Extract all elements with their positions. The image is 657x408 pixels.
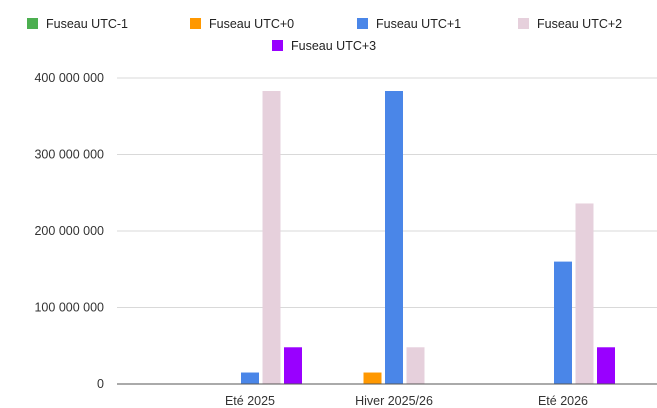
y-tick-label: 100 000 000 — [34, 301, 104, 315]
x-tick-label: Eté 2026 — [538, 394, 588, 408]
bar-fuseau-utc-2-hiver-2025-26 — [406, 347, 425, 384]
y-tick-label: 200 000 000 — [34, 224, 104, 238]
x-tick-label: Hiver 2025/26 — [355, 394, 433, 408]
legend-swatch-fuseau-utc-1 — [357, 18, 368, 29]
legend-label-fuseau-utc-0: Fuseau UTC+0 — [209, 17, 294, 31]
bar-fuseau-utc-3-et-2026 — [597, 347, 615, 384]
legend-swatch-fuseau-utc-1 — [27, 18, 38, 29]
legend-label-fuseau-utc-1: Fuseau UTC+1 — [376, 17, 461, 31]
bar-fuseau-utc-1-hiver-2025-26 — [385, 91, 403, 384]
y-tick-label: 300 000 000 — [34, 148, 104, 162]
legend-label-fuseau-utc-2: Fuseau UTC+2 — [537, 17, 622, 31]
legend-swatch-fuseau-utc-3 — [272, 40, 283, 51]
x-axis-ticks: Eté 2025 Hiver 2025/26 Eté 2026 — [225, 394, 588, 408]
legend-swatch-fuseau-utc-0 — [190, 18, 201, 29]
bar-fuseau-utc-1-et-2026 — [554, 261, 572, 384]
legend-swatch-fuseau-utc-2 — [518, 18, 529, 29]
x-tick-label: Eté 2025 — [225, 394, 275, 408]
bar-fuseau-utc-2-et-2025 — [262, 91, 281, 384]
legend-label-fuseau-utc-3: Fuseau UTC+3 — [291, 39, 376, 53]
bar-fuseau-utc-2-et-2026 — [575, 203, 594, 384]
bar-fuseau-utc-1-et-2025 — [241, 372, 259, 384]
y-tick-label: 400 000 000 — [34, 71, 104, 85]
legend-label-fuseau-utc-1: Fuseau UTC-1 — [46, 17, 128, 31]
y-tick-label: 0 — [97, 377, 104, 391]
bars — [241, 91, 615, 384]
bar-fuseau-utc-0-hiver-2025-26 — [363, 372, 382, 384]
bar-fuseau-utc-3-et-2025 — [284, 347, 302, 384]
legend: Fuseau UTC-1 Fuseau UTC+0 Fuseau UTC+1 Fuse… — [27, 17, 622, 53]
y-axis-ticks: 0 100 000 000 200 000 000 300 000 000 400 00… — [34, 71, 104, 391]
